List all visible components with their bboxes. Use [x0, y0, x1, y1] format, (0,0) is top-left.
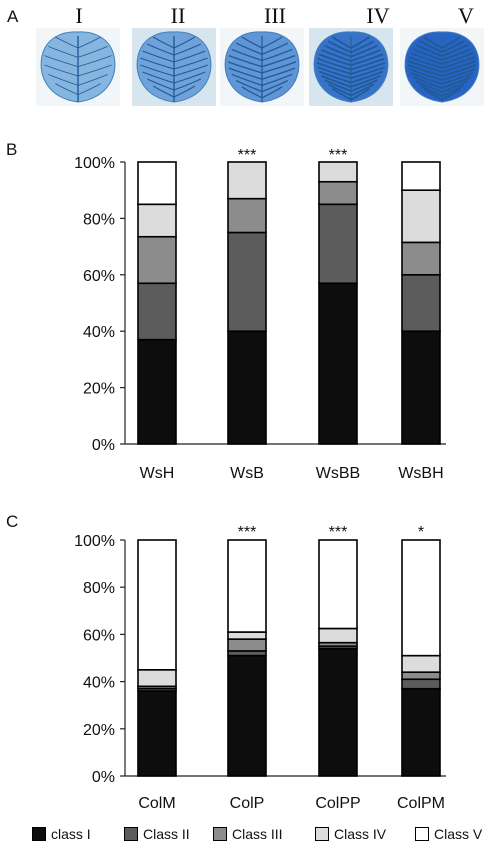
legend-label: Class III: [232, 826, 283, 842]
panel-letter: B: [6, 140, 17, 159]
leaf-class-label: V: [458, 3, 474, 28]
significance-label: *: [418, 524, 424, 541]
chart-panel-c: C 0% 20% 40% 60% 80% 100% ColM ColP *** ColPP *** Co…: [6, 512, 446, 812]
y-tick-label: 0%: [92, 437, 115, 454]
bar-segment-class-ii: [318, 203, 358, 285]
significance-label: ***: [238, 147, 257, 164]
bar-segment-class-ii: [401, 273, 441, 332]
leaf-image: [132, 28, 216, 106]
x-category-label: WsH: [140, 465, 175, 482]
significance-label: ***: [238, 524, 257, 541]
y-tick-label: 60%: [83, 268, 115, 285]
bar-segment-class-iv: [401, 654, 441, 673]
y-tick-label: 80%: [83, 580, 115, 597]
bar-segment-class-i: [227, 330, 267, 445]
bar-segment-class-ii: [137, 282, 177, 341]
legend-swatch: [213, 827, 227, 841]
bar-segment-class-iii: [401, 241, 441, 276]
bar-segment-class-v: [401, 539, 441, 657]
charts-svg: B 0% 20% 40% 60% 80% 100% WsH WsB *** WsBB *** WsBH C…: [6, 140, 446, 812]
bar-segment-class-iv: [227, 161, 267, 200]
bar-segment-class-i: [401, 330, 441, 445]
bar-segment-class-iv: [137, 203, 177, 238]
legend-label: Class IV: [334, 826, 387, 842]
bar-segment-class-v: [227, 539, 267, 633]
y-tick-label: 40%: [83, 675, 115, 692]
x-category-label: ColPP: [315, 795, 360, 812]
x-category-label: WsB: [230, 465, 264, 482]
legend-swatch: [415, 827, 429, 841]
legend-swatch: [124, 827, 138, 841]
bar-segment-class-ii: [401, 678, 441, 690]
y-tick-label: 80%: [83, 211, 115, 228]
bar-segment-class-iv: [318, 161, 358, 183]
y-tick-label: 40%: [83, 324, 115, 341]
leaf-image: [36, 28, 120, 106]
legend-item: Class II: [124, 826, 190, 842]
x-category-label: WsBH: [398, 465, 443, 482]
bar-segment-class-iii: [227, 638, 267, 652]
bar-segment-class-i: [137, 690, 177, 777]
bar-segment-class-i: [137, 338, 177, 445]
bar-segment-class-iii: [227, 197, 267, 234]
bar-segment-class-v: [318, 539, 358, 630]
leaf-image: [400, 28, 484, 106]
significance-label: ***: [329, 524, 348, 541]
y-tick-label: 0%: [92, 769, 115, 786]
x-category-label: ColM: [138, 795, 175, 812]
panel-a-letter: A: [7, 7, 19, 26]
leaf-class-label: III: [264, 3, 286, 28]
y-tick-label: 20%: [83, 722, 115, 739]
x-category-label: WsBB: [316, 465, 360, 482]
bar-segment-class-iv: [137, 668, 177, 688]
leaf-class-label: I: [75, 3, 83, 28]
leaf-image: [220, 28, 304, 106]
legend: class I Class II Class III Class IV Class V: [32, 826, 498, 846]
legend-item: class I: [32, 826, 91, 842]
bar-segment-class-i: [318, 282, 358, 445]
bar-segment-class-v: [137, 539, 177, 671]
y-tick-label: 100%: [74, 155, 115, 172]
legend-label: class I: [51, 826, 91, 842]
legend-item: Class V: [415, 826, 482, 842]
legend-swatch: [32, 827, 46, 841]
bar-segment-class-iv: [401, 189, 441, 244]
bar-segment-class-iii: [401, 671, 441, 681]
bar-segment-class-iv: [227, 631, 267, 640]
bar-segment-class-ii: [227, 231, 267, 332]
significance-label: ***: [329, 147, 348, 164]
legend-label: Class V: [434, 826, 483, 842]
legend-item: Class III: [213, 826, 283, 842]
bar-segment-class-iii: [318, 180, 358, 206]
y-tick-label: 100%: [74, 533, 115, 550]
chart-panel-b: B 0% 20% 40% 60% 80% 100% WsH WsB *** WsBB *** WsBH: [6, 140, 446, 482]
leaf-class-label: IV: [366, 3, 390, 28]
y-tick-label: 60%: [83, 627, 115, 644]
leaf-class-label: II: [170, 3, 186, 28]
bar-segment-class-v: [401, 161, 441, 192]
bar-segment-class-v: [137, 161, 177, 206]
bar-segment-class-iv: [318, 627, 358, 644]
bar-segment-class-i: [227, 654, 267, 777]
bar-segment-class-iii: [137, 235, 177, 285]
bar-segment-class-i: [401, 687, 441, 777]
legend-swatch: [315, 827, 329, 841]
leaf-image: [309, 28, 393, 106]
panel-letter: C: [6, 512, 18, 531]
y-tick-label: 20%: [83, 381, 115, 398]
x-category-label: ColPM: [397, 795, 445, 812]
legend-label: Class II: [143, 826, 190, 842]
x-category-label: ColP: [230, 795, 265, 812]
bar-segment-class-i: [318, 647, 358, 777]
legend-item: Class IV: [315, 826, 386, 842]
